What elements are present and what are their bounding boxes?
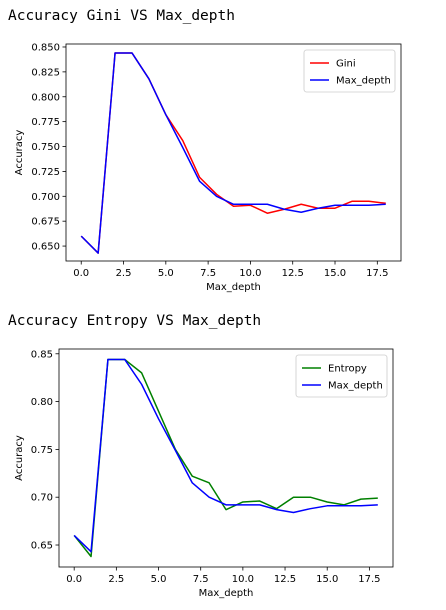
legend-box [295, 354, 388, 398]
legend: Entropy Max_depth [295, 354, 388, 398]
x-axis-label: Max_depth [206, 282, 261, 293]
legend-label-2: Max_depth [336, 76, 391, 87]
x-tick-label: 5.0 [158, 268, 174, 279]
plot-frame [65, 43, 402, 262]
y-tick-label: 0.700 [31, 192, 60, 203]
x-tick-label: 15.0 [324, 268, 346, 279]
legend-label-2: Max_depth [328, 381, 383, 392]
legend-label-1: Entropy [328, 364, 367, 375]
y-tick-label: 0.675 [31, 217, 60, 228]
y-tick-label: 0.725 [31, 167, 60, 178]
x-tick-label: 7.5 [200, 268, 216, 279]
x-tick-label: 7.5 [193, 574, 209, 585]
y-axis-label: Accuracy [14, 435, 25, 481]
x-axis-label: Max_depth [199, 588, 254, 599]
x-tick-label: 17.5 [366, 268, 388, 279]
series-line-2 [80, 52, 386, 254]
x-tick-label: 15.0 [316, 574, 338, 585]
y-tick-label: 0.775 [31, 117, 60, 128]
legend: Gini Max_depth [303, 49, 396, 93]
y-tick-label: 0.650 [31, 242, 60, 253]
y-tick-label: 0.70 [31, 493, 53, 504]
x-tick-label: 12.5 [274, 574, 296, 585]
gini-chart-heading: Accuracy Gini VS Max_depth [8, 8, 235, 24]
y-tick-label: 0.65 [31, 541, 53, 552]
x-tick-label: 17.5 [358, 574, 380, 585]
x-tick-label: 5.0 [151, 574, 167, 585]
gini-accuracy-chart: 0.0 2.5 5.0 7.5 10.0 12.5 15.0 17.5 0.650 0.675 0.… [14, 42, 402, 293]
y-tick-label: 0.85 [31, 349, 53, 360]
x-tick-label: 10.0 [239, 268, 261, 279]
x-tick-label: 10.0 [232, 574, 254, 585]
x-tick-label: 0.0 [66, 574, 82, 585]
y-tick-label: 0.850 [31, 42, 60, 53]
x-tick-label: 12.5 [282, 268, 304, 279]
entropy-accuracy-chart: 0.0 2.5 5.0 7.5 10.0 12.5 15.0 17.5 0.65 0.70 0.75… [14, 348, 394, 599]
y-tick-label: 0.80 [31, 397, 53, 408]
plot-frame [58, 348, 394, 568]
legend-box [303, 49, 396, 93]
y-tick-label: 0.75 [31, 445, 53, 456]
y-axis-label: Accuracy [14, 130, 25, 176]
y-tick-label: 0.800 [31, 92, 60, 103]
x-tick-label: 2.5 [116, 268, 132, 279]
x-tick-label: 2.5 [108, 574, 124, 585]
legend-label-1: Gini [336, 59, 356, 70]
x-tick-label: 0.0 [73, 268, 89, 279]
y-tick-label: 0.750 [31, 142, 60, 153]
y-tick-label: 0.825 [31, 67, 60, 78]
series-line-2 [73, 358, 378, 553]
entropy-chart-heading: Accuracy Entropy VS Max_depth [8, 313, 262, 329]
